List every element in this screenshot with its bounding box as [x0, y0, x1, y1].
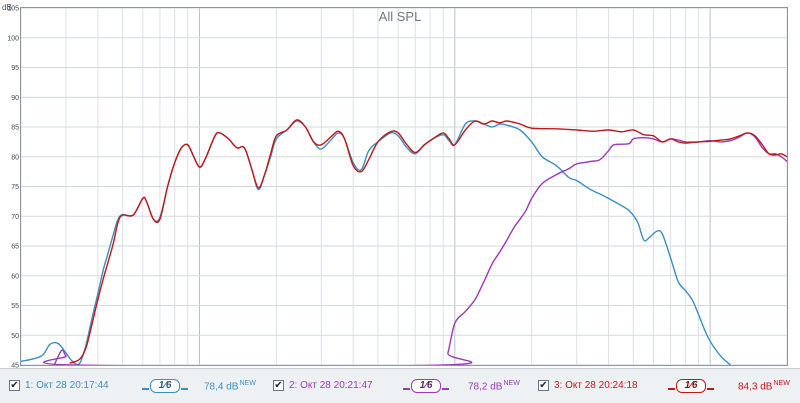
- series-2-color-swatch-left: [403, 388, 410, 390]
- y-tick-label: 95: [11, 65, 19, 72]
- series-3-level: 84,3 dBNEW: [738, 380, 790, 392]
- legend-item-3: ✔ 3: Окт 28 20:24:18 1⁄6 84,3 dBNEW: [538, 378, 796, 396]
- series-1-label[interactable]: 1: Окт 28 20:17:44: [25, 380, 109, 391]
- spl-chart: 2030405060708090100200300400500600700800…: [0, 0, 800, 375]
- series-1-smoothing-value: 1⁄6: [158, 380, 172, 391]
- plot-background: [0, 0, 800, 368]
- series-line-3: [69, 119, 787, 364]
- series-3-color-swatch-right: [707, 388, 714, 390]
- y-tick-label: 65: [11, 244, 19, 251]
- series-3-new-badge: NEW: [773, 380, 790, 387]
- series-2-color-swatch-right: [442, 388, 449, 390]
- plot-frame: [20, 7, 788, 366]
- y-tick-label: 55: [11, 303, 19, 310]
- series-1-checkbox[interactable]: ✔: [9, 380, 20, 391]
- chart-title: All SPL: [379, 9, 422, 24]
- series-1-smoothing-button[interactable]: 1⁄6: [142, 379, 188, 393]
- series-1-level: 78,4 dBNEW: [204, 380, 256, 392]
- chart-area: 2030405060708090100200300400500600700800…: [0, 0, 800, 375]
- y-tick-label: 90: [11, 95, 19, 102]
- y-tick-label: 45: [11, 363, 19, 369]
- series-1-color-swatch-right: [181, 388, 188, 390]
- series-1-color-swatch-left: [142, 388, 149, 390]
- y-tick-label: 105: [7, 6, 19, 13]
- legend-item-1: ✔ 1: Окт 28 20:17:44 1⁄6 78,4 dBNEW: [9, 378, 264, 396]
- series-2-level-value: 78,2 dB: [468, 381, 503, 393]
- series-3-checkbox[interactable]: ✔: [538, 380, 549, 391]
- y-tick-label: 50: [11, 333, 19, 340]
- series-2-new-badge: NEW: [503, 380, 520, 387]
- series-3-smoothing-button[interactable]: 1⁄6: [668, 379, 714, 393]
- series-2-label[interactable]: 2: Окт 28 20:21:47: [289, 380, 373, 391]
- series-2-checkbox[interactable]: ✔: [273, 380, 284, 391]
- series-1-level-value: 78,4 dB: [204, 381, 239, 393]
- series-line-2: [43, 132, 787, 365]
- series-lines: [21, 119, 787, 365]
- y-tick-label: 70: [11, 214, 19, 221]
- y-tick-labels: 45 50 55 60 65 70 75 80 85 90 95 100 105: [7, 6, 19, 370]
- legend-bar: ✔ 1: Окт 28 20:17:44 1⁄6 78,4 dBNEW ✔ 2:…: [0, 368, 800, 403]
- legend-item-2: ✔ 2: Окт 28 20:21:47 1⁄6 78,2 dBNEW: [273, 378, 528, 396]
- y-tick-label: 80: [11, 154, 19, 161]
- y-tick-label: 60: [11, 273, 19, 280]
- series-2-level: 78,2 dBNEW: [468, 380, 520, 392]
- series-1-new-badge: NEW: [239, 380, 256, 387]
- series-3-color-swatch-left: [668, 388, 675, 390]
- y-tick-label: 75: [11, 184, 19, 191]
- series-2-smoothing-button[interactable]: 1⁄6: [403, 379, 449, 393]
- series-2-smoothing-value: 1⁄6: [419, 380, 433, 391]
- y-tick-label: 85: [11, 125, 19, 132]
- y-tick-label: 100: [7, 35, 19, 42]
- series-3-label[interactable]: 3: Окт 28 20:24:18: [554, 380, 638, 391]
- series-3-smoothing-value: 1⁄6: [684, 380, 698, 391]
- y-axis-label: dB: [2, 3, 12, 12]
- series-3-level-value: 84,3 dB: [738, 381, 773, 393]
